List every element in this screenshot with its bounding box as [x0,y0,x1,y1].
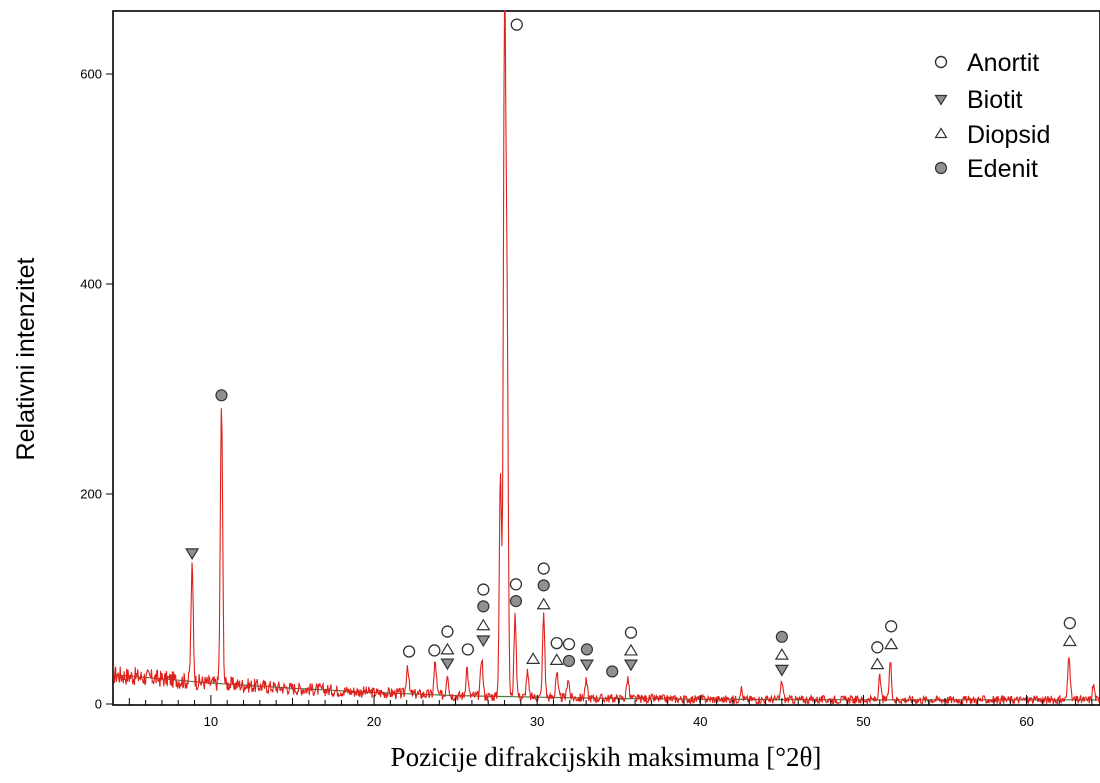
phase-marker-diopsid [1062,634,1077,647]
x-axis-label: Pozicije difrakcijskih maksimuma [°2θ] [391,742,822,772]
phase-marker-diopsid [870,657,885,670]
phase-marker-diopsid [623,643,639,656]
phase-marker-anortit [885,620,898,633]
plot-border [112,10,1100,706]
legend-item-edenit: Edenit [934,155,1038,183]
phase-marker-anortit [562,638,576,651]
x-tick-label: 50 [856,714,870,729]
x-tick-label: 30 [530,714,544,729]
phase-marker-diopsid [884,637,899,650]
phase-marker-edenit [580,643,594,656]
y-tick-label: 200 [80,487,102,502]
legend-item-anortit: Anortit [934,49,1039,77]
up-triangle-icon [934,127,948,139]
legend-label-anortit: Anortit [967,49,1039,77]
phase-marker-biotit [440,658,455,671]
phase-marker-anortit [477,583,490,596]
phase-marker-edenit [606,665,619,678]
phase-marker-anortit [402,645,416,658]
phase-marker-anortit [1063,617,1076,630]
legend-label-diopsid: Diopsid [967,121,1050,149]
x-tick-label: 10 [204,714,218,729]
phase-marker-anortit [510,18,523,31]
phase-marker-edenit [537,579,550,592]
phase-marker-anortit [509,578,523,591]
phase-marker-anortit [461,643,474,656]
phase-marker-anortit [441,625,454,638]
diffraction-pattern-line [112,10,1100,706]
phase-marker-biotit [476,635,491,648]
phase-marker-edenit [215,389,228,402]
y-tick-label: 600 [80,67,102,82]
phase-marker-diopsid [476,618,491,631]
open-circle-icon [934,55,948,69]
phase-marker-biotit [185,548,200,561]
phase-marker-diopsid [549,653,564,665]
phase-marker-diopsid [526,652,541,664]
phase-marker-edenit [775,630,788,643]
phase-marker-anortit [624,626,638,639]
filled-circle-icon [934,161,948,175]
legend: Anortit Biotit Diopsid Edenit [934,49,1050,183]
x-axis-ticks: 10 20 30 40 50 60 [128,695,1093,729]
y-tick-label: 400 [80,277,102,292]
phase-marker-layer [185,18,1077,678]
y-axis-ticks: 0 200 400 600 [80,67,113,712]
x-tick-label: 20 [367,714,381,729]
phase-marker-anortit [550,636,563,650]
legend-label-biotit: Biotit [967,86,1023,114]
phase-marker-biotit [579,659,594,672]
y-axis-label: Relativni intenzitet [12,258,40,461]
phase-marker-biotit [623,659,639,672]
legend-item-diopsid: Diopsid [934,121,1050,149]
down-triangle-icon [934,94,948,106]
phase-marker-biotit [774,664,789,677]
phase-marker-anortit [537,562,550,575]
legend-label-edenit: Edenit [967,155,1038,183]
plot-frame [112,10,1100,706]
phase-marker-diopsid [774,647,789,660]
phase-marker-diopsid [440,642,455,655]
diffraction-pattern-layer [112,10,1100,706]
x-tick-label: 60 [1019,714,1033,729]
phase-marker-edenit [509,594,523,608]
legend-item-biotit: Biotit [934,86,1023,114]
phase-marker-edenit [562,654,576,668]
x-tick-label: 40 [693,714,707,729]
phase-marker-anortit [871,641,884,654]
phase-marker-diopsid [536,597,551,610]
phase-marker-edenit [477,600,490,613]
y-tick-label: 0 [95,697,102,712]
phase-marker-anortit [428,644,441,657]
